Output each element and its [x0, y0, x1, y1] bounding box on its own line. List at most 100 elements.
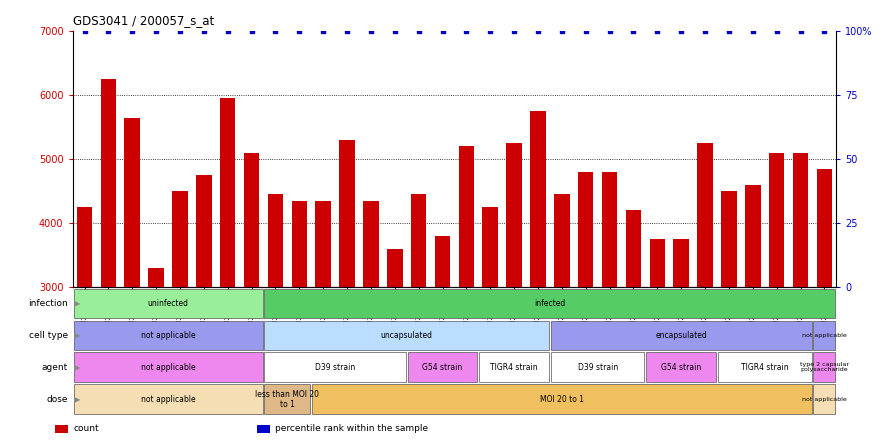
Text: ▶: ▶ — [74, 395, 81, 404]
Point — [555, 28, 569, 35]
Point — [77, 28, 91, 35]
Bar — [408, 353, 477, 382]
Bar — [721, 191, 736, 444]
Text: MOI 20 to 1: MOI 20 to 1 — [540, 395, 584, 404]
Bar — [196, 175, 212, 444]
Bar — [265, 353, 405, 382]
Bar — [55, 424, 68, 433]
Point — [364, 28, 378, 35]
Point — [340, 28, 354, 35]
Point — [603, 28, 617, 35]
Text: percentile rank within the sample: percentile rank within the sample — [275, 424, 428, 433]
Point — [101, 28, 115, 35]
Bar — [257, 424, 270, 433]
Bar — [626, 210, 642, 444]
Point — [507, 28, 521, 35]
Bar — [312, 385, 812, 414]
Text: TIGR4 strain: TIGR4 strain — [741, 363, 789, 372]
Bar — [244, 153, 259, 444]
Point — [412, 28, 426, 35]
Point — [388, 28, 402, 35]
Bar — [265, 321, 549, 350]
Bar — [73, 321, 263, 350]
Bar — [813, 385, 835, 414]
Text: infection: infection — [28, 299, 68, 308]
Point — [196, 28, 211, 35]
Text: uncapsulated: uncapsulated — [381, 331, 433, 340]
Text: infected: infected — [535, 299, 566, 308]
Bar — [550, 321, 812, 350]
Point — [220, 28, 235, 35]
Bar — [363, 201, 379, 444]
Bar — [267, 194, 283, 444]
Bar — [646, 353, 716, 382]
Text: not applicable: not applicable — [141, 331, 196, 340]
Text: less than MOI 20
to 1: less than MOI 20 to 1 — [256, 390, 319, 408]
Text: D39 strain: D39 strain — [315, 363, 355, 372]
Text: not applicable: not applicable — [141, 363, 196, 372]
Point — [483, 28, 497, 35]
Bar — [480, 353, 549, 382]
Bar — [435, 236, 450, 444]
Bar — [813, 353, 835, 382]
Point — [268, 28, 282, 35]
Bar — [387, 249, 403, 444]
Bar — [265, 385, 311, 414]
Point — [746, 28, 760, 35]
Text: G54 strain: G54 strain — [422, 363, 463, 372]
Bar — [550, 353, 644, 382]
Text: cell type: cell type — [29, 331, 68, 340]
Point — [435, 28, 450, 35]
Point — [722, 28, 736, 35]
Point — [149, 28, 163, 35]
Point — [579, 28, 593, 35]
Bar — [482, 207, 498, 444]
Text: not applicable: not applicable — [802, 333, 847, 338]
Bar — [411, 194, 427, 444]
Point — [627, 28, 641, 35]
Bar — [813, 321, 835, 350]
Bar — [817, 169, 832, 444]
Bar — [602, 172, 618, 444]
Bar — [745, 185, 760, 444]
Bar — [769, 153, 784, 444]
Bar — [530, 111, 546, 444]
Bar — [73, 385, 263, 414]
Bar — [149, 268, 164, 444]
Point — [794, 28, 808, 35]
Point — [770, 28, 784, 35]
Point — [818, 28, 832, 35]
Bar — [73, 353, 263, 382]
Bar — [101, 79, 116, 444]
Point — [531, 28, 545, 35]
Point — [292, 28, 306, 35]
Text: dose: dose — [47, 395, 68, 404]
Bar — [650, 239, 665, 444]
Text: not applicable: not applicable — [802, 396, 847, 402]
Text: GDS3041 / 200057_s_at: GDS3041 / 200057_s_at — [73, 14, 214, 27]
Bar — [578, 172, 594, 444]
Text: not applicable: not applicable — [141, 395, 196, 404]
Text: uninfected: uninfected — [148, 299, 189, 308]
Text: count: count — [73, 424, 99, 433]
Bar — [77, 207, 92, 444]
Text: encapsulated: encapsulated — [655, 331, 707, 340]
Bar — [291, 201, 307, 444]
Text: D39 strain: D39 strain — [578, 363, 618, 372]
Bar — [339, 140, 355, 444]
Text: ▶: ▶ — [74, 299, 81, 308]
Text: G54 strain: G54 strain — [661, 363, 701, 372]
Bar — [793, 153, 808, 444]
Point — [674, 28, 689, 35]
Bar — [220, 98, 235, 444]
Bar — [718, 353, 812, 382]
Text: TIGR4 strain: TIGR4 strain — [490, 363, 538, 372]
Point — [650, 28, 665, 35]
Bar — [173, 191, 188, 444]
Point — [698, 28, 712, 35]
Bar — [265, 289, 835, 318]
Point — [316, 28, 330, 35]
Bar — [673, 239, 689, 444]
Point — [173, 28, 187, 35]
Point — [459, 28, 473, 35]
